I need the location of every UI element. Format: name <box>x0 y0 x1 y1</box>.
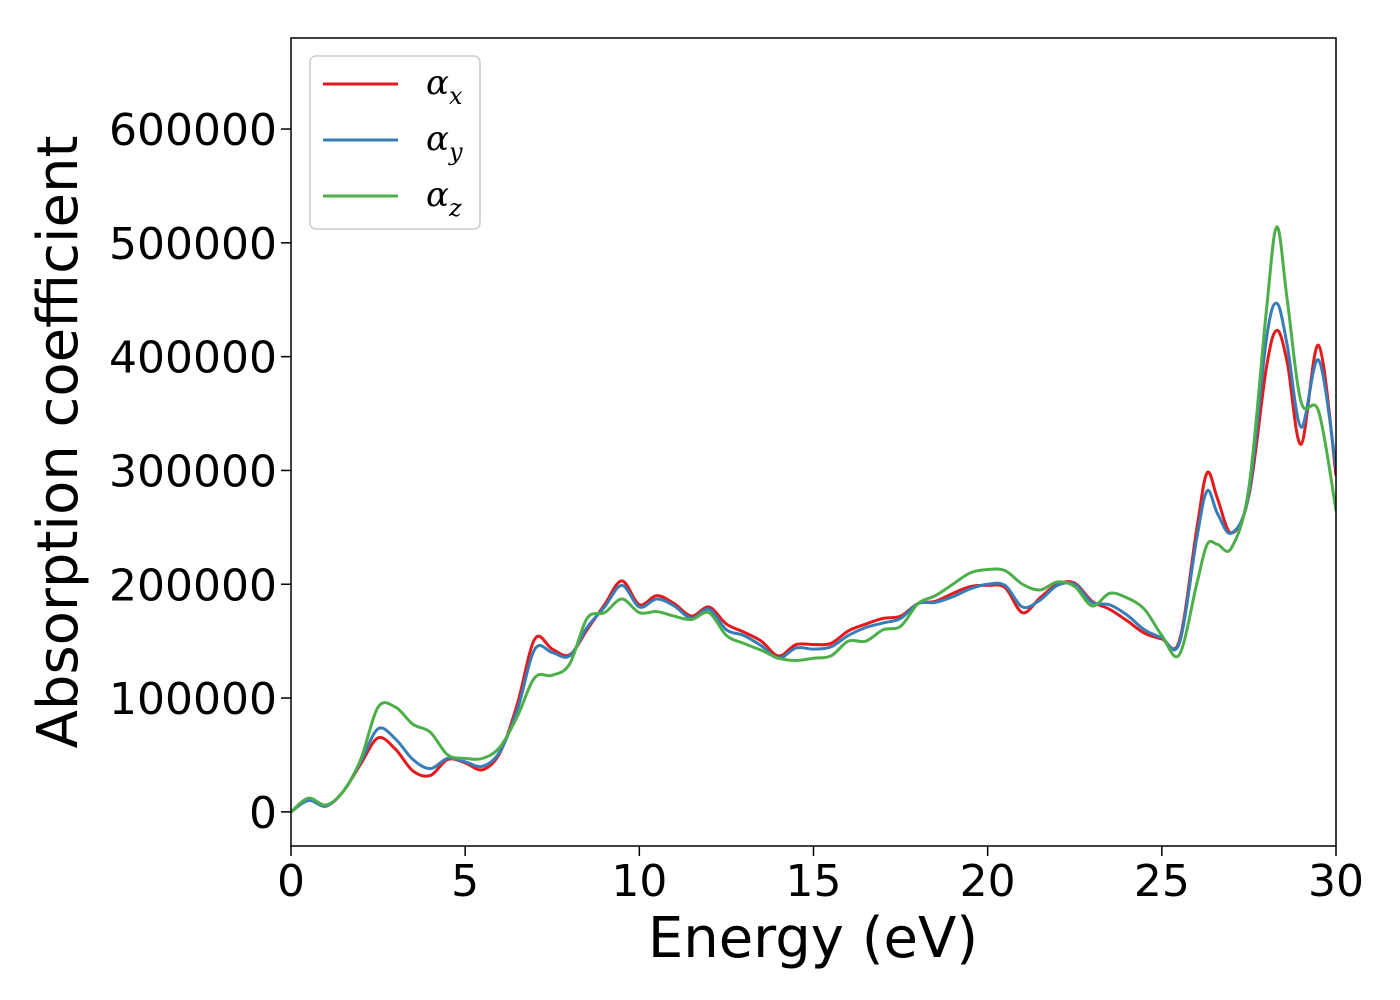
y-tick-label: 100000 <box>109 674 277 725</box>
y-axis-ticks: 0 100000 200000 300000 400000 500000 600000 <box>109 105 291 839</box>
y-tick-label: 0 <box>249 788 277 839</box>
x-tick-label: 20 <box>960 856 1016 907</box>
legend-label-x: αx <box>426 63 463 110</box>
x-axis-ticks: 0 5 10 15 20 25 30 <box>277 846 1364 907</box>
y-tick-label: 300000 <box>109 446 277 497</box>
legend-symbol: α <box>426 119 449 159</box>
legend-symbol: α <box>426 63 449 103</box>
legend-label-y: αy <box>426 119 463 166</box>
legend-subscript: x <box>449 82 463 110</box>
legend-label-z: αz <box>426 175 462 222</box>
y-tick-label: 600000 <box>109 105 277 156</box>
x-tick-label: 5 <box>451 856 479 907</box>
plot-lines <box>291 225 1336 814</box>
series-line-y <box>291 301 1336 814</box>
x-tick-label: 30 <box>1308 856 1364 907</box>
x-tick-label: 15 <box>786 856 842 907</box>
y-tick-label: 500000 <box>109 219 277 270</box>
x-axis-label: Energy (eV) <box>648 906 978 971</box>
legend-box <box>309 55 481 230</box>
series-line-z <box>291 225 1336 814</box>
y-tick-label: 200000 <box>109 560 277 611</box>
y-axis-label: Absorption coefficient <box>26 136 91 749</box>
x-tick-label: 0 <box>277 856 305 907</box>
y-tick-label: 400000 <box>109 333 277 384</box>
legend-subscript: y <box>448 138 463 166</box>
legend-symbol: α <box>426 175 449 215</box>
series-line-x <box>291 328 1336 814</box>
legend-subscript: z <box>448 194 462 222</box>
x-tick-label: 10 <box>611 856 667 907</box>
x-tick-label: 25 <box>1134 856 1190 907</box>
